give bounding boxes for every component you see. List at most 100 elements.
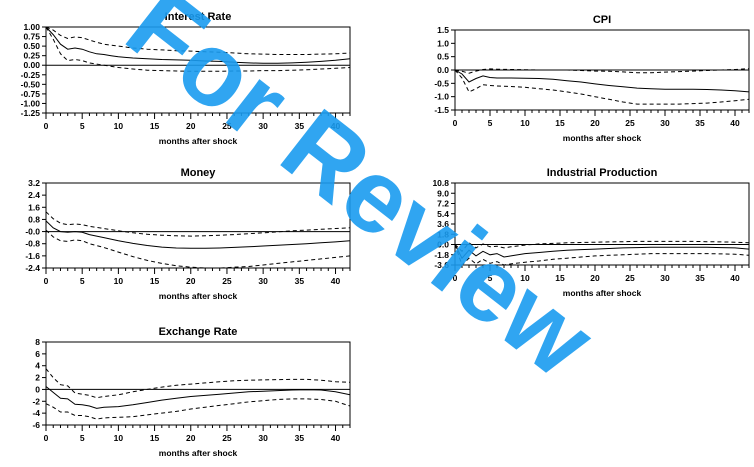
industrial-production-x-tick-label: 40 (730, 273, 740, 283)
interest-rate-y-tick-label: -0.50 (21, 79, 41, 89)
industrial-production-x-tick-label: 25 (625, 273, 635, 283)
money-y-tick-label: -1.6 (25, 251, 40, 261)
money-y-tick-label: 0.8 (28, 214, 40, 224)
industrial-production-x-tick-label: 20 (590, 273, 600, 283)
cpi-y-tick-label: 0.5 (437, 52, 449, 62)
industrial-production-y-tick-label: -3.6 (434, 260, 449, 270)
industrial-production-y-tick-label: 9.0 (437, 188, 449, 198)
exchange-rate-y-tick-label: 6 (35, 349, 40, 359)
money-y-tick-label: 1.6 (28, 202, 40, 212)
cpi-x-tick-label: 40 (730, 118, 740, 128)
exchange-rate-x-tick-label: 10 (114, 433, 124, 443)
interest-rate-x-tick-label: 35 (295, 121, 305, 131)
industrial-production-y-tick-label: 1.8 (437, 229, 449, 239)
money-x-tick-label: 25 (222, 276, 232, 286)
interest-rate-y-tick-label: 1.00 (23, 22, 40, 32)
exchange-rate-response-line (45, 386, 351, 409)
money-lower-band-line (45, 229, 351, 269)
chart-industrial-production: Industrial Production 10.89.07.25.43.61.8… (432, 167, 750, 298)
industrial-production-title: Industrial Production (547, 167, 658, 179)
cpi-x-tick-label: 10 (520, 118, 530, 128)
exchange-rate-y-tick-label: 0 (35, 384, 40, 394)
interest-rate-response-line (45, 26, 351, 64)
exchange-rate-x-tick-label: 20 (186, 433, 196, 443)
exchange-rate-upper-band-line (45, 368, 351, 399)
interest-rate-x-tick-label: 25 (222, 121, 232, 131)
cpi-x-tick-label: 5 (488, 118, 493, 128)
cpi-x-tick-label: 35 (695, 118, 705, 128)
exchange-rate-x-tick-label: 0 (44, 433, 49, 443)
interest-rate-y-tick-label: -0.75 (21, 89, 41, 99)
industrial-production-x-tick-label: 10 (520, 273, 530, 283)
exchange-rate-title: Exchange Rate (159, 326, 238, 338)
exchange-rate-lower-band-line (45, 398, 351, 420)
cpi-x-axis-label: months after shock (563, 133, 642, 143)
industrial-production-y-tick-label: 3.6 (437, 219, 449, 229)
money-response-line (45, 220, 351, 249)
money-y-tick-label: -2.4 (25, 263, 40, 273)
money-plot-frame (45, 182, 351, 269)
industrial-production-response-line (454, 244, 750, 260)
cpi-y-tick-label: 1.5 (437, 25, 449, 35)
interest-rate-x-tick-label: 15 (150, 121, 160, 131)
interest-rate-plot-frame (45, 26, 351, 114)
industrial-production-x-tick-label: 30 (660, 273, 670, 283)
interest-rate-x-tick-label: 20 (186, 121, 196, 131)
exchange-rate-x-tick-label: 15 (150, 433, 160, 443)
chart-interest-rate: Interest Rate1.000.750.500.250.00-0.25-0… (21, 11, 351, 146)
cpi-upper-band-line (454, 68, 750, 74)
industrial-production-y-tick-label: 5.4 (437, 209, 449, 219)
interest-rate-y-tick-label: -1.00 (21, 98, 41, 108)
interest-rate-y-tick-label: 0.75 (23, 32, 40, 42)
cpi-y-tick-label: 0.0 (437, 65, 449, 75)
interest-rate-x-tick-label: 30 (258, 121, 268, 131)
exchange-rate-y-tick-label: -2 (32, 396, 40, 406)
exchange-rate-x-tick-label: 5 (80, 433, 85, 443)
exchange-rate-y-tick-label: 2 (35, 373, 40, 383)
exchange-rate-y-tick-label: 8 (35, 337, 40, 347)
money-y-tick-label: -0.0 (25, 227, 40, 237)
industrial-production-y-tick-label: 10.8 (432, 178, 449, 188)
money-x-tick-label: 0 (44, 276, 49, 286)
cpi-title: CPI (593, 14, 611, 26)
industrial-production-y-tick-label: 0.0 (437, 240, 449, 250)
cpi-y-tick-label: -1.0 (434, 92, 449, 102)
money-x-tick-label: 15 (150, 276, 160, 286)
money-x-tick-label: 35 (295, 276, 305, 286)
interest-rate-upper-band-line (45, 26, 351, 55)
cpi-x-tick-label: 0 (453, 118, 458, 128)
cpi-lower-band-line (454, 69, 750, 105)
chart-money: Money 3.2 2.4 1.6 0.8 -0.0 -0.8 -1.6 -2.4 0 5 10 15 2… (25, 167, 351, 301)
exchange-rate-x-tick-label: 25 (222, 433, 232, 443)
cpi-x-tick-label: 30 (660, 118, 670, 128)
interest-rate-x-axis-label: months after shock (159, 136, 238, 146)
interest-rate-y-tick-label: 0.25 (23, 51, 40, 61)
interest-rate-y-tick-label: -1.25 (21, 108, 41, 118)
money-x-tick-label: 5 (80, 276, 85, 286)
cpi-x-tick-label: 15 (555, 118, 565, 128)
exchange-rate-x-tick-label: 35 (295, 433, 305, 443)
cpi-y-tick-label: -0.5 (434, 78, 449, 88)
money-x-tick-label: 20 (186, 276, 196, 286)
industrial-production-x-axis-label: months after shock (563, 288, 642, 298)
money-x-axis-label: months after shock (159, 291, 238, 301)
money-y-tick-label: 3.2 (28, 178, 40, 188)
industrial-production-x-tick-label: 15 (555, 273, 565, 283)
cpi-x-tick-label: 25 (625, 118, 635, 128)
industrial-production-lower-band-line (454, 244, 750, 266)
money-y-tick-label: -0.8 (25, 239, 40, 249)
money-y-tick-label: 2.4 (28, 190, 40, 200)
interest-rate-lower-band-line (45, 26, 351, 72)
exchange-rate-y-tick-label: -6 (32, 420, 40, 430)
interest-rate-x-tick-label: 10 (114, 121, 124, 131)
money-x-tick-label: 40 (331, 276, 341, 286)
money-x-tick-label: 30 (258, 276, 268, 286)
industrial-production-x-tick-label: 0 (453, 273, 458, 283)
cpi-response-line (454, 69, 750, 93)
chart-cpi: CPI 1.5 1.0 0.5 0.0 -0.5 -1.0 -1.5 0 5 10 15 20 25 30 3… (434, 14, 750, 143)
money-x-tick-label: 10 (114, 276, 124, 286)
industrial-production-x-tick-label: 35 (695, 273, 705, 283)
interest-rate-y-tick-label: 0.50 (23, 41, 40, 51)
